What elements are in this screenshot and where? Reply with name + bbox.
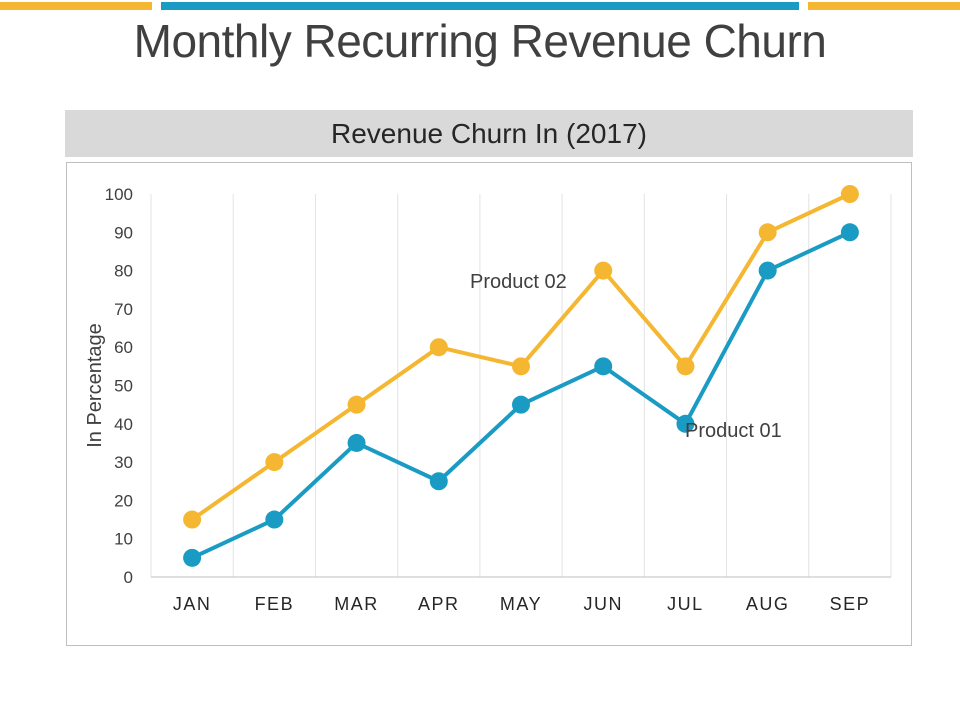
data-point	[840, 223, 859, 242]
x-tick-label: JUL	[667, 594, 704, 614]
x-tick-label: SEP	[830, 594, 871, 614]
accent-bar-right	[808, 2, 960, 10]
x-tick-label: JUN	[583, 594, 623, 614]
x-tick-label: MAY	[500, 594, 542, 614]
data-point	[758, 261, 777, 280]
data-point	[347, 395, 366, 414]
data-point	[265, 510, 284, 529]
y-tick-label: 20	[114, 491, 133, 510]
y-axis-title: In Percentage	[84, 323, 106, 448]
x-tick-label: AUG	[746, 594, 790, 614]
accent-bar-center	[161, 2, 799, 10]
x-tick-label: FEB	[255, 594, 295, 614]
data-point	[840, 185, 859, 203]
data-point	[183, 510, 202, 529]
data-point	[512, 357, 530, 376]
y-tick-label: 70	[114, 300, 133, 319]
data-point	[676, 357, 695, 376]
data-point	[265, 453, 284, 472]
chart-title: Revenue Churn In (2017)	[331, 118, 647, 149]
data-point	[512, 395, 530, 414]
data-point	[429, 472, 448, 491]
series-label: Product 02	[470, 271, 567, 293]
accent-bar-left	[0, 2, 152, 10]
y-tick-label: 60	[114, 338, 133, 357]
line-chart: 0 10 20 30 40 50 60 70 80 90 100 JAN FEB MAR APR MAY JUN…	[84, 185, 892, 614]
chart-header: Revenue Churn In (2017)	[65, 110, 913, 157]
data-point	[758, 223, 777, 242]
series-line-product-02	[190, 192, 851, 522]
y-tick-label: 80	[114, 262, 133, 281]
y-tick-label: 40	[114, 415, 133, 434]
y-tick-label: 30	[114, 453, 133, 472]
x-tick-label: APR	[418, 594, 460, 614]
data-point	[429, 338, 448, 357]
data-point	[676, 414, 695, 433]
y-tick-label: 90	[114, 223, 133, 242]
data-point	[594, 357, 613, 376]
data-point	[347, 433, 366, 452]
y-tick-label: 50	[114, 377, 133, 396]
data-point	[594, 261, 613, 280]
data-point	[183, 548, 202, 567]
series-label: Product 01	[685, 420, 782, 442]
y-tick-label: 0	[124, 568, 133, 587]
y-tick-label: 100	[105, 185, 133, 204]
x-tick-label: MAR	[334, 594, 379, 614]
chart-frame: 0 10 20 30 40 50 60 70 80 90 100 JAN FEB MAR APR MAY JUN…	[66, 162, 912, 646]
y-tick-label: 10	[114, 530, 133, 549]
page-title: Monthly Recurring Revenue Churn	[133, 15, 827, 67]
x-tick-label: JAN	[173, 594, 212, 614]
